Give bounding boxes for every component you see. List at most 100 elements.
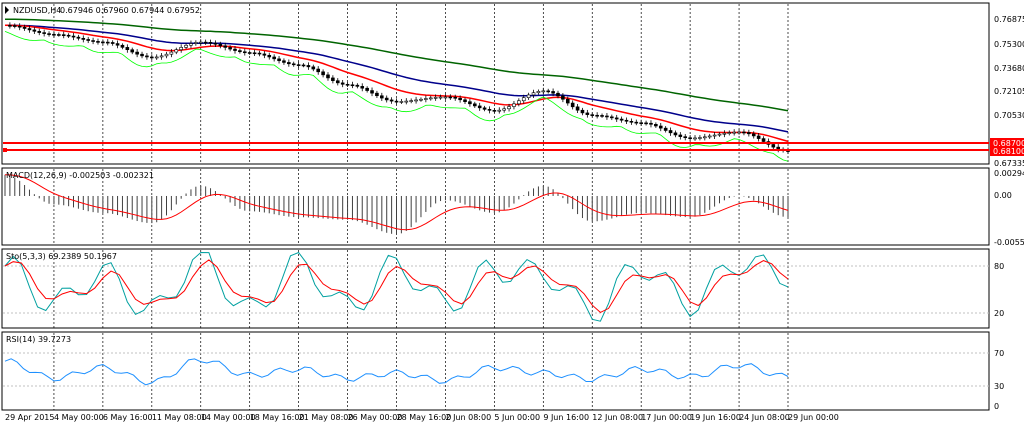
time-tick-label: 26 May 00:00 (348, 413, 403, 422)
candle-body (311, 66, 316, 70)
candle-body (404, 100, 409, 103)
candle-body (541, 90, 546, 93)
rsi-panel[interactable] (1, 331, 990, 411)
rsi-line (4, 358, 789, 386)
stoch-tick: 80 (994, 262, 1004, 271)
macd-tick: 0.002943 (994, 169, 1024, 178)
stoch-panel[interactable] (1, 248, 990, 329)
candle-body (688, 137, 692, 140)
candle-body (150, 56, 154, 59)
candle-body (169, 51, 174, 55)
stoch-tick: 20 (994, 309, 1004, 318)
level-handle-lower[interactable] (3, 148, 7, 152)
candle-body (482, 107, 487, 110)
candle-body (345, 83, 350, 86)
macd-tick: 0.00 (994, 191, 1012, 200)
candle-body (433, 97, 438, 99)
candle-body (105, 41, 110, 44)
candle-body (135, 51, 139, 55)
candle-body (174, 49, 179, 53)
candle-body (57, 34, 61, 36)
candle-body (428, 97, 433, 100)
candle-body (189, 43, 193, 46)
candle-body (120, 44, 125, 48)
candle-body (663, 127, 668, 131)
candle-body (252, 52, 257, 55)
candle-body (526, 94, 531, 99)
candle-body (340, 82, 345, 85)
candle-body (517, 100, 521, 105)
candle-body (110, 42, 115, 44)
candle-body (154, 56, 159, 59)
macd-series-group (4, 174, 789, 235)
candle-body (771, 144, 776, 148)
candle-body (717, 133, 722, 136)
candle-body (282, 60, 286, 63)
candle-body (649, 122, 653, 125)
candle-body (610, 116, 614, 119)
time-tick-label: 4 May 00:00 (54, 413, 104, 422)
candle-body (331, 77, 335, 81)
candle-body (47, 33, 51, 35)
candle-body (678, 134, 683, 137)
candle-body (683, 136, 688, 139)
rsi-tick: 0 (994, 402, 999, 411)
time-axis: 29 Apr 2015 4 May 00:00 6 May 16:00 11 May … (5, 413, 839, 422)
candle-body (326, 74, 330, 79)
candle-body (164, 53, 169, 57)
candle-body (360, 86, 365, 89)
candle-body (37, 31, 42, 33)
candle-body (76, 36, 81, 39)
candle-body (634, 121, 639, 124)
macd-signal-line (4, 174, 789, 231)
candle-body (208, 42, 213, 44)
candle-body (698, 137, 702, 139)
candle-body (556, 92, 560, 97)
ohlc-readout: 0.67946 0.67960 0.67944 0.67952 (60, 6, 200, 15)
candle-body (747, 132, 751, 135)
candle-body (365, 87, 369, 91)
rsi-label: RSI(14) 39.7273 (6, 335, 71, 344)
time-tick-label: 11 May 08:00 (152, 413, 207, 422)
stoch-signal-line (4, 259, 789, 313)
candle-body (409, 100, 413, 102)
candle-body (81, 37, 86, 40)
candle-body (693, 137, 697, 140)
candle-body (551, 91, 555, 94)
candle-body (272, 56, 276, 60)
candle-body (277, 58, 281, 62)
level-label-upper: 0.68700 (993, 139, 1024, 148)
candle-body (399, 101, 404, 103)
candle-body (370, 90, 374, 94)
candle-body (66, 34, 71, 37)
candle-body (414, 99, 418, 102)
candle-body (487, 109, 492, 111)
time-tick-label: 17 Jun 00:00 (641, 413, 692, 422)
candle-body (751, 133, 756, 137)
candle-body (198, 41, 203, 44)
level-label-lower-bg (990, 146, 1024, 156)
candle-body (301, 64, 306, 67)
candle-body (639, 122, 643, 124)
candle-body (316, 68, 321, 73)
candle-body (619, 118, 624, 121)
time-tick-label: 21 May 08:00 (299, 413, 354, 422)
time-tick-label: 12 Jun 08:00 (592, 413, 643, 422)
rsi-series-group (4, 358, 789, 386)
candle-body (497, 109, 502, 112)
candle-body (52, 33, 56, 36)
candle-body (624, 119, 629, 122)
candle-body (233, 48, 237, 51)
candle-body (159, 55, 164, 58)
candle-body (424, 98, 428, 100)
candle-body (86, 39, 90, 41)
candle-body (27, 28, 32, 31)
candle-body (375, 92, 379, 97)
candle-body (242, 51, 247, 54)
candle-body (658, 125, 663, 129)
candle-body (335, 80, 340, 84)
candle-body (468, 101, 472, 105)
candle-body (179, 47, 183, 51)
level-label-lower: 0.68100 (993, 147, 1024, 156)
